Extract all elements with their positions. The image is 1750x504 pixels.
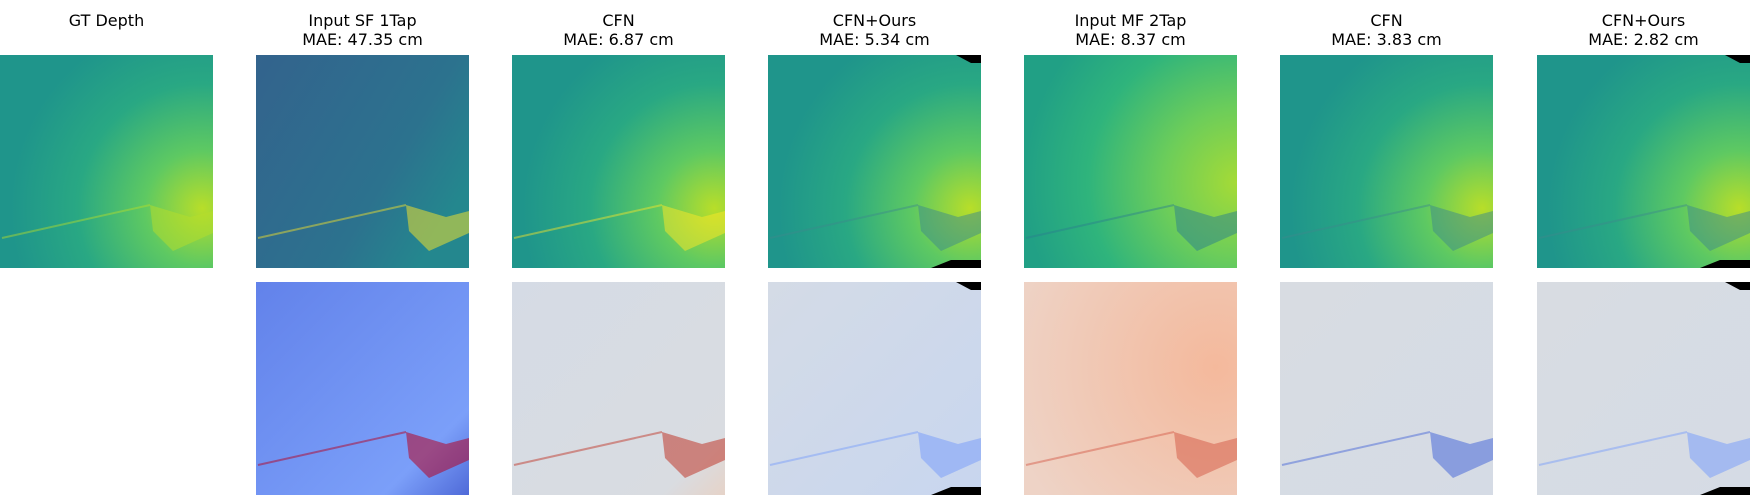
stairs [406, 205, 469, 251]
stairs [662, 432, 725, 478]
floor-edge [1538, 431, 1688, 466]
stairs [1430, 205, 1493, 251]
stairs [1174, 205, 1237, 251]
panel-title: CFN+Ours [1602, 11, 1685, 30]
panel-mae: MAE: 8.37 cm [1075, 30, 1185, 49]
floor-edge [513, 204, 663, 239]
floor-edge [769, 431, 919, 466]
floor-edge [1, 204, 151, 239]
floor-edge [769, 204, 919, 239]
panel-mae: MAE: 6.87 cm [563, 30, 673, 49]
panel-column: GT Depth [0, 11, 213, 268]
floor-edge [257, 204, 407, 239]
panel-title: CFN [602, 11, 634, 30]
stairs [662, 205, 725, 251]
stairs [918, 432, 981, 478]
panel-title: Input MF 2Tap [1075, 11, 1187, 30]
panel-title: Input SF 1Tap [308, 11, 416, 30]
stairs [1174, 432, 1237, 478]
panel-mae: MAE: 47.35 cm [302, 30, 423, 49]
stairs [406, 432, 469, 478]
panel-mae: MAE: 5.34 cm [819, 30, 929, 49]
panel-title: CFN [1370, 11, 1402, 30]
panel-title: CFN+Ours [833, 11, 916, 30]
stairs [918, 205, 981, 251]
floor-edge [1281, 431, 1431, 466]
panel-mae: MAE: 3.83 cm [1331, 30, 1441, 49]
stairs [1687, 432, 1750, 478]
panel-mae: MAE: 2.82 cm [1588, 30, 1698, 49]
floor-edge [1538, 204, 1688, 239]
stairs [1430, 432, 1493, 478]
floor-edge [1025, 431, 1175, 466]
floor-edge [1281, 204, 1431, 239]
panel-title: GT Depth [69, 11, 144, 30]
floor-edge [1025, 204, 1175, 239]
stairs [1687, 205, 1750, 251]
floor-edge [513, 431, 663, 466]
floor-edge [257, 431, 407, 466]
stairs [150, 205, 213, 251]
